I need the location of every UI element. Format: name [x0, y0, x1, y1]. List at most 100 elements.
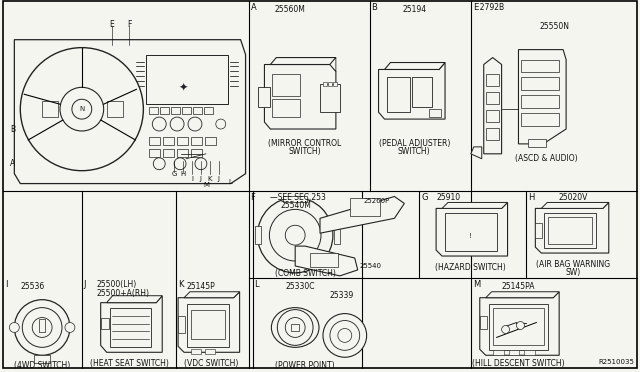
Circle shape	[174, 158, 186, 170]
Bar	[529, 139, 547, 147]
Text: (COMB SWITCH): (COMB SWITCH)	[275, 269, 335, 278]
Circle shape	[170, 117, 184, 131]
Bar	[493, 308, 544, 345]
Bar	[204, 107, 213, 114]
Text: 25540M: 25540M	[280, 202, 311, 211]
Bar	[334, 226, 340, 244]
Bar	[310, 253, 338, 267]
Circle shape	[195, 158, 207, 170]
Text: 25500(LH): 25500(LH)	[97, 280, 137, 289]
Circle shape	[10, 323, 19, 333]
Text: 25910: 25910	[437, 193, 461, 202]
Bar	[39, 318, 45, 333]
Bar	[160, 107, 169, 114]
Bar	[259, 87, 270, 107]
Text: (AIR BAG WARNING: (AIR BAG WARNING	[536, 260, 610, 269]
Text: R2510035: R2510035	[598, 359, 635, 365]
Text: !: !	[469, 233, 472, 239]
Bar	[149, 137, 160, 145]
Bar	[147, 55, 228, 104]
Bar	[486, 92, 499, 104]
Bar	[328, 82, 332, 86]
Text: (MIRROR CONTROL: (MIRROR CONTROL	[269, 139, 342, 148]
Polygon shape	[471, 147, 482, 159]
Circle shape	[60, 87, 104, 131]
Text: L: L	[255, 280, 259, 289]
Polygon shape	[184, 292, 239, 298]
Bar	[522, 95, 559, 108]
Text: SWITCH): SWITCH)	[289, 147, 321, 156]
Bar	[493, 350, 504, 355]
Circle shape	[72, 99, 92, 119]
Text: SW): SW)	[565, 268, 580, 277]
Text: J: J	[218, 176, 220, 182]
Circle shape	[502, 326, 509, 333]
Bar	[429, 109, 441, 117]
Bar	[486, 110, 499, 122]
Circle shape	[154, 158, 165, 170]
Text: 2792B: 2792B	[475, 3, 504, 12]
Bar	[387, 77, 410, 112]
Text: L: L	[228, 179, 232, 185]
Polygon shape	[378, 62, 445, 119]
Text: K: K	[207, 176, 212, 182]
Bar	[255, 226, 262, 244]
Circle shape	[216, 119, 226, 129]
Circle shape	[285, 225, 305, 245]
Bar	[323, 82, 327, 86]
Circle shape	[285, 318, 305, 337]
Text: B: B	[10, 125, 15, 134]
Bar	[109, 308, 151, 347]
Bar	[149, 149, 160, 157]
Bar	[524, 350, 535, 355]
Bar	[193, 107, 202, 114]
Text: (HAZARD SWITCH): (HAZARD SWITCH)	[435, 263, 506, 272]
Bar	[149, 107, 158, 114]
Text: (4WD SWITCH): (4WD SWITCH)	[14, 361, 70, 370]
Polygon shape	[320, 196, 404, 233]
Text: 25339: 25339	[330, 291, 354, 300]
Circle shape	[22, 308, 62, 347]
Polygon shape	[107, 296, 162, 303]
Bar	[107, 101, 122, 117]
Bar	[34, 355, 50, 363]
Bar	[522, 77, 559, 90]
Text: —SEE SEC.253: —SEE SEC.253	[270, 193, 326, 202]
Polygon shape	[100, 296, 162, 352]
Polygon shape	[270, 58, 336, 64]
Bar	[535, 223, 542, 238]
Text: M: M	[473, 280, 480, 289]
Circle shape	[277, 310, 313, 345]
Bar	[284, 196, 307, 202]
Bar	[445, 214, 497, 251]
Circle shape	[32, 318, 52, 337]
Text: I: I	[5, 280, 8, 289]
Text: F: F	[250, 193, 255, 202]
Text: M: M	[203, 182, 209, 187]
Text: K: K	[178, 280, 184, 289]
Text: I: I	[191, 176, 193, 182]
Text: H: H	[180, 171, 186, 177]
Bar	[163, 149, 174, 157]
Text: (HILL DESCENT SWITCH): (HILL DESCENT SWITCH)	[472, 359, 564, 368]
Polygon shape	[295, 246, 358, 276]
Bar	[486, 74, 499, 86]
Bar	[177, 149, 188, 157]
Bar	[177, 137, 188, 145]
Text: E: E	[109, 20, 114, 29]
Text: G: G	[172, 171, 177, 177]
Text: N: N	[79, 106, 84, 112]
Polygon shape	[484, 58, 502, 154]
Text: (POWER POINT): (POWER POINT)	[275, 361, 335, 370]
Circle shape	[65, 323, 75, 333]
Text: 25145PA: 25145PA	[502, 282, 535, 291]
Bar	[191, 149, 202, 157]
Circle shape	[323, 314, 367, 357]
Text: A: A	[10, 159, 15, 168]
Text: 25550N: 25550N	[539, 22, 569, 31]
Polygon shape	[480, 292, 559, 355]
Bar	[509, 350, 520, 355]
Circle shape	[269, 209, 321, 261]
Text: G: G	[421, 193, 428, 202]
Text: 25194: 25194	[402, 5, 426, 14]
